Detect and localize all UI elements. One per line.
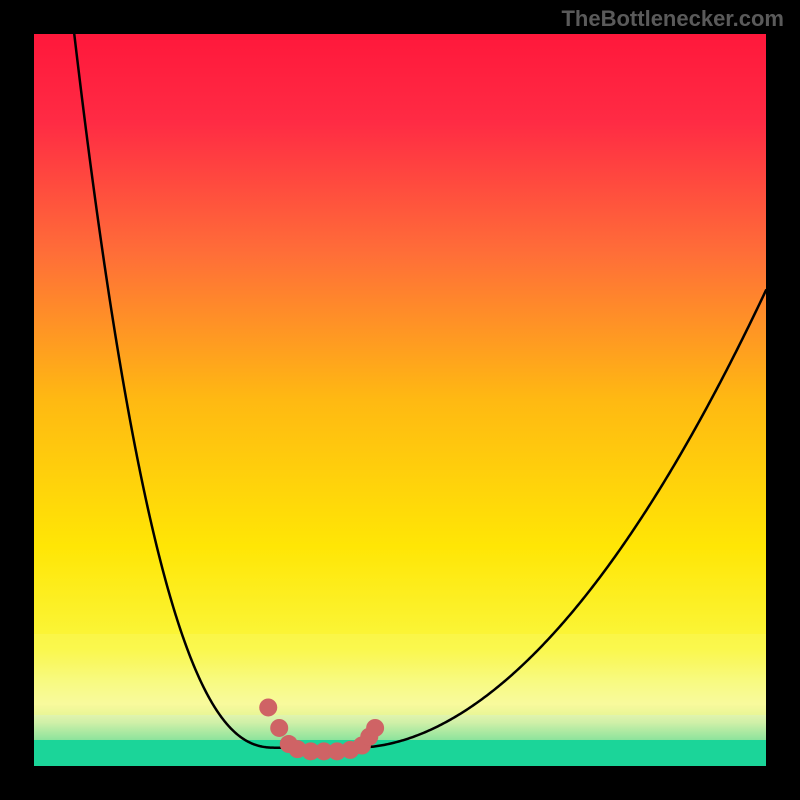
bottleneck-curve <box>74 34 766 748</box>
valley-marker <box>366 719 384 737</box>
watermark-text: TheBottlenecker.com <box>561 6 784 32</box>
valley-marker <box>259 698 277 716</box>
chart-svg <box>0 0 800 800</box>
valley-marker-group <box>259 698 384 760</box>
valley-marker <box>270 719 288 737</box>
